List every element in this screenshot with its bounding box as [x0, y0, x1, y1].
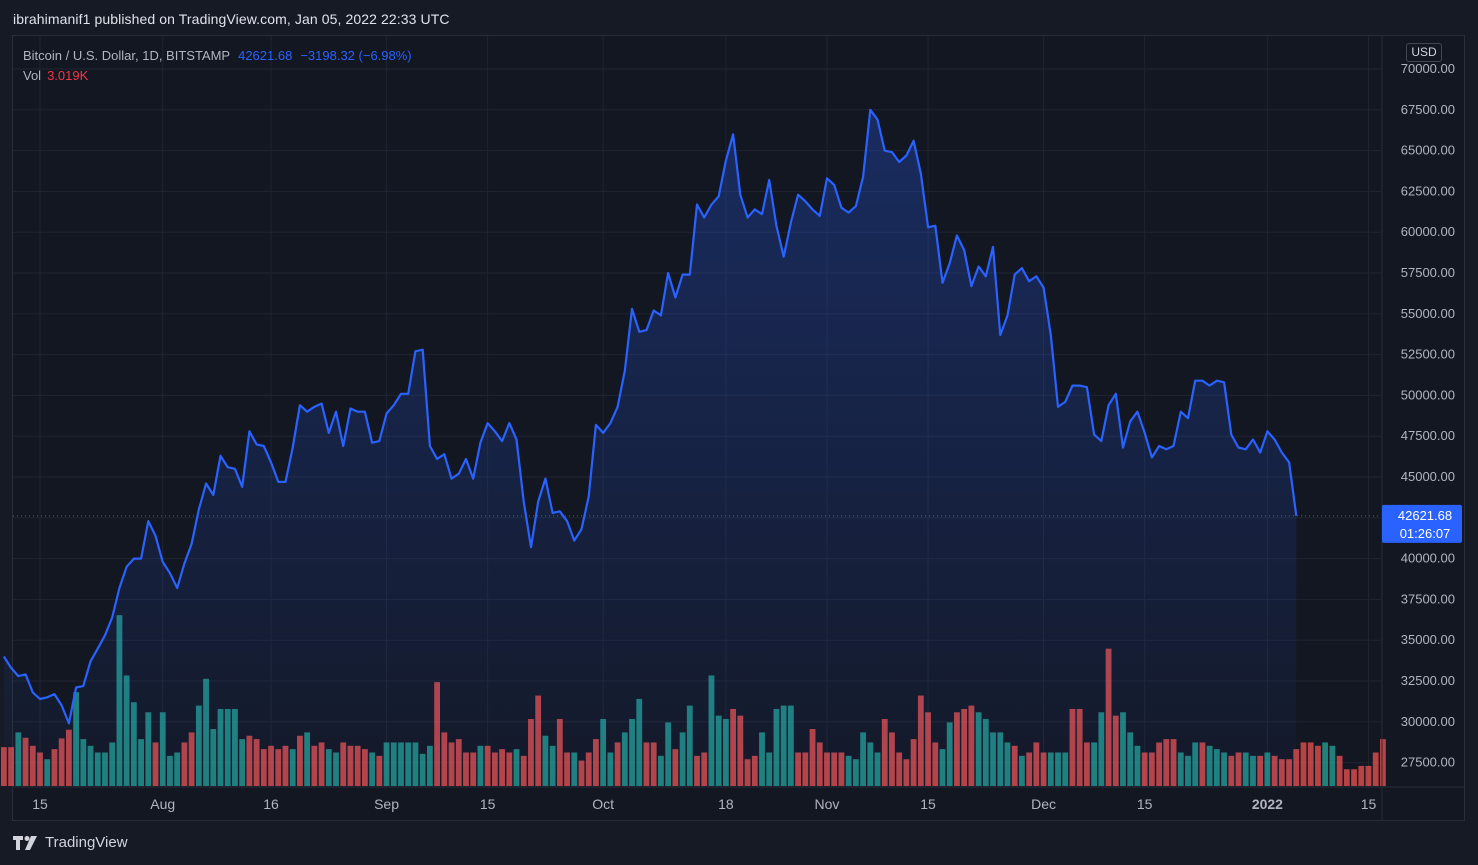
volume-bar — [1329, 745, 1336, 786]
time-tick-label: Dec — [1031, 796, 1056, 812]
volume-bar — [1351, 769, 1357, 786]
chart-legend: Bitcoin / U.S. Dollar, 1D, BITSTAMP 42621… — [23, 46, 412, 86]
last-price-tag: 42621.68 01:26:07 — [1382, 504, 1462, 543]
price-area-fill — [3, 109, 1297, 787]
volume-value: 3.019K — [47, 68, 89, 83]
volume-label[interactable]: Vol — [23, 68, 42, 83]
time-tick-label: Aug — [150, 796, 175, 812]
countdown-text: 01:26:07 — [1400, 526, 1451, 541]
volume-bar — [1315, 745, 1321, 786]
price-tick-label: 32500.00 — [1401, 673, 1455, 688]
price-axis-labels: 27500.00 30000.00 32500.00 35000.00 37500.00… — [1401, 61, 1455, 770]
price-tick-label: 50000.00 — [1401, 387, 1455, 402]
volume-bar — [1307, 742, 1314, 786]
price-line — [2, 108, 1298, 725]
volume-bar — [1358, 765, 1365, 786]
time-tick-label: 15 — [480, 796, 496, 812]
tradingview-brand: TradingView — [45, 834, 128, 851]
volume-bar — [1380, 739, 1386, 786]
published-line: ibrahimanif1 published on TradingView.co… — [13, 11, 450, 27]
time-tick-label: 15 — [920, 796, 936, 812]
time-tick-label: 15 — [1361, 796, 1377, 812]
volume-bar — [1343, 769, 1350, 786]
currency-button[interactable]: USD — [1406, 43, 1442, 62]
volume-bar — [1365, 765, 1372, 786]
price-tick-label: 47500.00 — [1401, 428, 1455, 443]
legend-volume-row: Vol 3.019K — [23, 66, 412, 86]
price-tick-label: 35000.00 — [1401, 632, 1455, 647]
volume-bar — [1300, 742, 1307, 786]
volume-bar — [1322, 742, 1329, 786]
symbol-description[interactable]: Bitcoin / U.S. Dollar, 1D, BITSTAMP — [23, 48, 231, 63]
price-tick-label: 30000.00 — [1401, 714, 1455, 729]
legend-change: −3198.32 (−6.98%) — [300, 48, 412, 63]
time-tick-label: 18 — [718, 796, 734, 812]
legend-price: 42621.68 — [238, 48, 293, 63]
price-tick-label: 60000.00 — [1401, 224, 1455, 239]
time-tick-label: 15 — [1137, 796, 1153, 812]
price-tick-label: 52500.00 — [1401, 347, 1455, 362]
volume-bar — [1336, 755, 1343, 786]
time-tick-label: Oct — [592, 796, 614, 812]
time-tick-label: Sep — [374, 796, 399, 812]
time-tick-label: 15 — [32, 796, 48, 812]
price-tick-label: 55000.00 — [1401, 306, 1455, 321]
time-tick-label: 16 — [263, 796, 279, 812]
price-tick-label: 65000.00 — [1401, 143, 1455, 158]
tradingview-logo[interactable]: TradingView — [13, 834, 128, 851]
tradingview-logo-icon — [13, 835, 37, 850]
last-price-text: 42621.68 — [1398, 508, 1452, 523]
price-tick-label: 45000.00 — [1401, 469, 1455, 484]
price-tick-label: 67500.00 — [1401, 102, 1455, 117]
volume-bar — [1372, 752, 1379, 786]
price-tick-label: 70000.00 — [1401, 61, 1455, 76]
time-tick-label: Nov — [815, 796, 840, 812]
last-price-tag-bg — [1382, 504, 1462, 543]
price-tick-label: 40000.00 — [1401, 551, 1455, 566]
price-tick-label: 62500.00 — [1401, 183, 1455, 198]
time-tick-label: 2022 — [1252, 796, 1283, 812]
price-tick-label: 57500.00 — [1401, 265, 1455, 280]
price-tick-label: 37500.00 — [1401, 591, 1455, 606]
legend-main-row: Bitcoin / U.S. Dollar, 1D, BITSTAMP 42621… — [23, 46, 412, 66]
price-tick-label: 27500.00 — [1401, 755, 1455, 770]
time-axis-labels: 15 Aug 16 Sep 15 Oct 18 Nov 15 Dec 15 2022 15 — [32, 796, 1376, 812]
